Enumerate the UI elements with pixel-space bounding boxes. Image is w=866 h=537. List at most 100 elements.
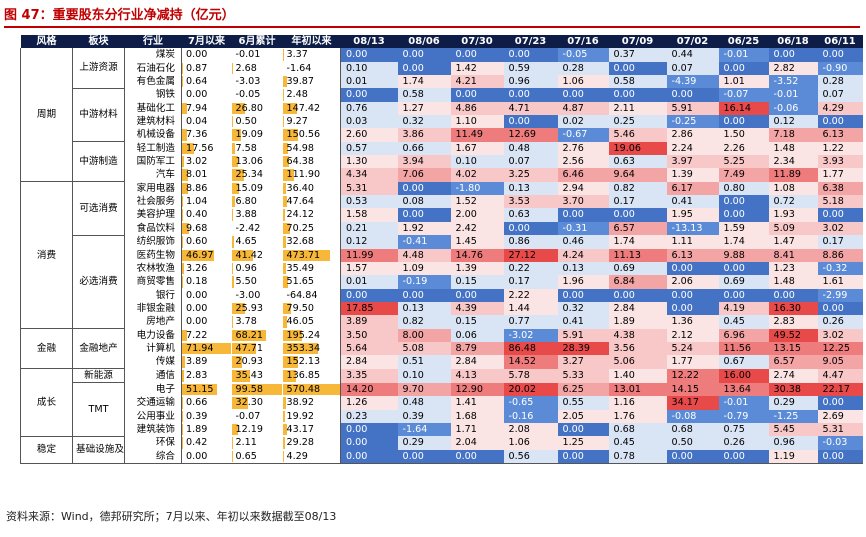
weekly-cell: 1.36 [666, 315, 719, 329]
table-row: 综合 0.00 0.65 4.29 0.00 0.00 0.00 0.56 0.00 0.78 0.… [21, 449, 863, 464]
cumulative-cell: -3.03 [232, 75, 283, 88]
weekly-cell: 11.13 [608, 248, 667, 262]
weekly-cell: -0.01 [768, 88, 818, 102]
weekly-cell: 0.00 [608, 208, 667, 222]
weekly-cell: -0.16 [503, 409, 558, 423]
value-bar [182, 342, 232, 355]
weekly-cell: 0.00 [817, 449, 863, 464]
weekly-cell: 3.27 [557, 355, 609, 369]
weekly-cell: 0.26 [718, 436, 769, 450]
weekly-cell: 5.91 [666, 101, 719, 116]
cell-value: 6.80 [235, 196, 257, 208]
weekly-cell: 3.02 [817, 221, 863, 236]
weekly-cell: 0.25 [608, 115, 667, 129]
value-bar [182, 129, 188, 141]
industry-cell: 煤炭 [124, 48, 182, 62]
cell-value: 0.00 [186, 89, 208, 101]
cumulative-cell: 136.85 [282, 368, 341, 383]
table-row: 非银金融 0.00 25.93 79.50 17.85 0.13 4.39 1.44 0.32 2… [21, 301, 863, 316]
cumulative-cell: 0.00 [181, 449, 232, 464]
cell-value: 7.22 [186, 329, 208, 341]
value-bar [231, 196, 235, 208]
weekly-cell: 0.10 [397, 368, 451, 383]
weekly-cell: 0.86 [503, 235, 558, 249]
weekly-cell: 0.48 [397, 396, 451, 410]
style-cell: 周期 [20, 48, 73, 183]
cumulative-cell: 51.65 [282, 275, 341, 289]
value-bar [282, 262, 287, 275]
weekly-cell: 0.63 [608, 155, 667, 169]
industry-cell: 电力设备 [124, 328, 182, 342]
weekly-cell: 1.27 [397, 101, 451, 116]
weekly-cell: 28.39 [557, 341, 609, 356]
weekly-cell: 1.45 [450, 235, 504, 249]
cumulative-cell: 7.36 [182, 128, 232, 141]
weekly-cell: 2.05 [557, 409, 609, 423]
cumulative-cell: 3.37 [282, 48, 341, 62]
table-row: 机械设备 7.36 19.09 150.56 2.60 3.86 11.49 12.69 -0.… [21, 128, 863, 142]
weekly-cell: 0.59 [503, 61, 558, 76]
industry-cell: 医药生物 [124, 248, 182, 262]
weekly-cell: 0.55 [557, 396, 609, 410]
weekly-cell: 5.08 [397, 341, 451, 356]
weekly-cell: 0.45 [718, 315, 769, 329]
value-bar [182, 169, 188, 181]
table-row: 稳定基础设施及运营环保0.422.1129.280.000.292.041.06… [20, 436, 863, 465]
cumulative-cell: 35.49 [282, 261, 341, 276]
weekly-cell: 0.51 [397, 355, 451, 369]
industry-cell: 轻工制造 [124, 141, 182, 156]
cumulative-cell: -0.05 [232, 88, 283, 101]
weekly-cell: 2.82 [768, 61, 818, 76]
cumulative-cell: 0.66 [182, 396, 232, 409]
cumulative-cell: -0.07 [232, 410, 283, 423]
weekly-cell: 5.45 [768, 422, 818, 437]
weekly-cell: -0.25 [666, 115, 719, 129]
weekly-cell: 2.08 [503, 422, 558, 437]
value-bar [282, 302, 291, 315]
weekly-cell: 3.89 [340, 315, 398, 329]
weekly-cell: 0.68 [666, 422, 719, 437]
weekly-cell: 0.75 [718, 422, 769, 437]
value-bar [231, 182, 240, 195]
title-rule [4, 26, 860, 28]
weekly-cell: 1.74 [397, 75, 451, 89]
cumulative-cell: 36.40 [282, 181, 341, 196]
weekly-cell: 0.29 [397, 436, 451, 450]
value-bar [231, 329, 267, 341]
weekly-cell: 0.32 [397, 115, 451, 129]
cumulative-cell: -64.84 [282, 288, 341, 302]
weekly-cell: 0.02 [557, 115, 609, 129]
cell-value: -64.84 [286, 289, 318, 301]
value-bar [182, 249, 215, 261]
column-header: 07/09 [608, 35, 667, 49]
cell-value: 0.65 [235, 450, 257, 462]
cumulative-cell: 20.93 [231, 355, 283, 368]
table-row: 计算机 71.94 47.71 353.34 5.64 5.08 8.79 86.48 28.3… [21, 341, 863, 356]
weekly-cell: 11.56 [718, 341, 769, 356]
cumulative-cell: 19.92 [282, 409, 341, 423]
weekly-cell: 0.00 [817, 301, 863, 316]
cumulative-cell: 4.29 [282, 449, 341, 464]
weekly-cell: 0.00 [718, 449, 769, 464]
weekly-cell: 0.50 [666, 436, 719, 450]
industry-cell: 环保 [124, 436, 182, 450]
weekly-cell: 1.48 [768, 141, 818, 156]
weekly-cell: 4.38 [608, 328, 667, 342]
cell-value: 147.42 [286, 102, 321, 114]
weekly-cell: 1.06 [557, 75, 609, 89]
weekly-cell: 0.82 [397, 315, 451, 329]
cumulative-cell: 41.42 [231, 249, 283, 262]
weekly-cell: 0.06 [450, 328, 504, 342]
cumulative-cell: 54.98 [282, 141, 341, 156]
weekly-cell: 0.00 [608, 61, 667, 76]
weekly-cell: 1.09 [397, 261, 451, 276]
cumulative-cell: 3.26 [182, 262, 232, 275]
weekly-cell: 0.00 [608, 88, 667, 102]
style-cell: 稳定 [20, 436, 73, 465]
weekly-cell: 16.30 [768, 301, 818, 316]
weekly-cell: 27.12 [503, 248, 558, 262]
weekly-cell: 22.17 [817, 382, 863, 397]
cumulative-cell: 9.68 [182, 222, 232, 235]
industry-cell: 石油石化 [124, 61, 182, 76]
weekly-cell: 0.72 [768, 195, 818, 209]
